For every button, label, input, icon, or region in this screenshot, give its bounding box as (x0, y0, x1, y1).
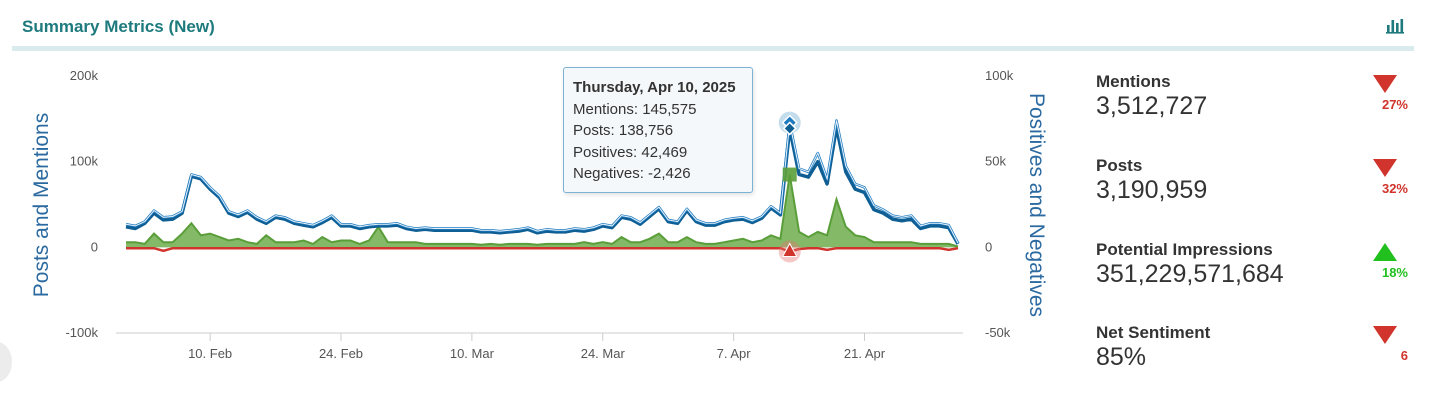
x-tick-label: 10. Feb (188, 346, 232, 361)
y-right-tick-label: 50k (985, 154, 1006, 169)
metric-value: 351,229,571,684 (1096, 260, 1284, 288)
bar-chart-icon[interactable] (1384, 16, 1406, 36)
tooltip-positives: Positives: 42,469 (573, 143, 688, 161)
x-tick-label: 21. Apr (844, 346, 886, 361)
y-right-axis-title: Positives and Negatives (1025, 93, 1048, 317)
x-tick-label: 7. Apr (717, 346, 752, 361)
y-right-tick-label: -50k (985, 325, 1011, 340)
x-tick-label: 24. Mar (581, 346, 626, 361)
negatives-point-marker (781, 242, 798, 257)
y-left-tick-label: 0 (91, 239, 98, 254)
positives-point-marker (782, 167, 797, 182)
metric-change: 27% (1381, 97, 1408, 112)
metric-change: 18% (1381, 265, 1408, 280)
positives-line (126, 174, 959, 248)
triangle-up-icon (1373, 243, 1397, 261)
tooltip-mentions: Mentions: 145,575 (573, 100, 697, 118)
metric-mentions: Mentions 3,512,727 27% (1096, 72, 1416, 152)
y-right-tick-label: 100k (985, 68, 1014, 83)
y-left-tick-label: -100k (65, 325, 98, 340)
triangle-down-icon (1373, 326, 1397, 344)
metric-change: 32% (1381, 181, 1408, 196)
posts-point-marker (782, 121, 797, 136)
header: Summary Metrics (New) (12, 0, 1414, 51)
metric-label: Potential Impressions (1096, 240, 1273, 259)
tooltip-date: Thursday, Apr 10, 2025 (573, 79, 736, 96)
x-tick-label: 24. Feb (319, 346, 363, 361)
y-left-axis-title: Posts and Mentions (30, 113, 53, 297)
metric-value: 85% (1096, 343, 1147, 371)
metric-net-sentiment: Net Sentiment 85% 6 (1096, 323, 1416, 403)
side-handle[interactable] (0, 342, 12, 382)
chart-tooltip: Thursday, Apr 10, 2025 Mentions: 145,575… (563, 67, 753, 193)
chart: 200k 100k 0 -100k 100k 50k 0 -50k Posts and Ment… (30, 68, 1048, 361)
y-left-tick-label: 200k (70, 68, 99, 83)
metric-label: Net Sentiment (1096, 323, 1211, 342)
metric-label: Posts (1096, 156, 1143, 175)
x-tick-label: 10. Mar (450, 346, 495, 361)
triangle-down-icon (1373, 75, 1397, 93)
triangle-down-icon (1373, 159, 1397, 177)
metric-potential-impressions: Potential Impressions 351,229,571,684 18… (1096, 240, 1416, 320)
metric-change: 6 (1400, 348, 1408, 363)
tooltip-negatives: Negatives: -2,426 (573, 165, 691, 182)
negatives-line (126, 246, 959, 253)
metric-posts: Posts 3,190,959 32% (1096, 156, 1416, 236)
positives-area (126, 174, 958, 248)
y-left-tick-label: 100k (70, 154, 99, 169)
page-title: Summary Metrics (New) (22, 17, 215, 36)
posts-line (125, 125, 960, 245)
metric-label: Mentions (1096, 72, 1171, 91)
mentions-line-highlight (125, 120, 959, 244)
y-right-tick-label: 0 (985, 239, 992, 254)
metric-value: 3,190,959 (1096, 176, 1208, 204)
metrics-panel: Mentions 3,512,727 27% Posts 3,190,959 3… (1096, 0, 1416, 400)
tooltip-posts: Posts: 138,756 (573, 122, 674, 139)
metric-value: 3,512,727 (1096, 92, 1208, 120)
